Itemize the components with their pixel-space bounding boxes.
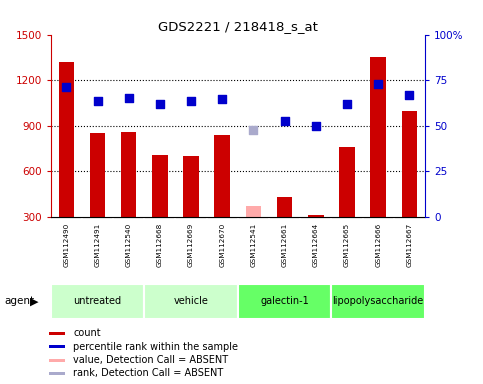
- Point: [250, 126, 257, 132]
- Bar: [121, 132, 137, 217]
- Text: GSM112670: GSM112670: [219, 222, 225, 266]
- Text: agent: agent: [5, 296, 35, 306]
- Point: [281, 118, 288, 124]
- Bar: [246, 206, 261, 217]
- Bar: [339, 147, 355, 217]
- Text: rank, Detection Call = ABSENT: rank, Detection Call = ABSENT: [73, 368, 224, 379]
- Text: GSM112668: GSM112668: [157, 222, 163, 266]
- FancyBboxPatch shape: [144, 284, 238, 319]
- Text: galectin-1: galectin-1: [260, 296, 309, 306]
- Text: GSM112661: GSM112661: [282, 222, 288, 266]
- Point: [312, 123, 320, 129]
- Text: GSM112667: GSM112667: [406, 222, 412, 266]
- Point: [125, 94, 132, 101]
- FancyBboxPatch shape: [51, 284, 144, 319]
- Text: GSM112665: GSM112665: [344, 222, 350, 266]
- Point: [187, 98, 195, 104]
- Bar: [402, 111, 417, 217]
- Bar: [49, 345, 65, 348]
- Title: GDS2221 / 218418_s_at: GDS2221 / 218418_s_at: [158, 20, 318, 33]
- Text: value, Detection Call = ABSENT: value, Detection Call = ABSENT: [73, 355, 228, 365]
- Point: [374, 81, 382, 87]
- Bar: [277, 197, 293, 217]
- Point: [156, 101, 164, 107]
- Bar: [370, 57, 386, 217]
- Point: [94, 98, 101, 104]
- Point: [218, 96, 226, 102]
- Text: untreated: untreated: [73, 296, 122, 306]
- Point: [62, 84, 70, 90]
- Text: GSM112669: GSM112669: [188, 222, 194, 266]
- Bar: [183, 156, 199, 217]
- Text: vehicle: vehicle: [174, 296, 209, 306]
- Text: GSM112666: GSM112666: [375, 222, 381, 266]
- Text: percentile rank within the sample: percentile rank within the sample: [73, 341, 238, 352]
- FancyBboxPatch shape: [238, 284, 331, 319]
- Point: [406, 92, 413, 98]
- FancyBboxPatch shape: [331, 284, 425, 319]
- Bar: [49, 372, 65, 375]
- Text: ▶: ▶: [30, 296, 39, 306]
- Bar: [308, 215, 324, 217]
- Text: GSM112490: GSM112490: [63, 222, 70, 266]
- Text: lipopolysaccharide: lipopolysaccharide: [333, 296, 424, 306]
- Bar: [49, 359, 65, 362]
- Bar: [49, 332, 65, 335]
- Text: GSM112540: GSM112540: [126, 222, 132, 266]
- Text: GSM112541: GSM112541: [251, 222, 256, 266]
- Text: count: count: [73, 328, 101, 338]
- Bar: [90, 132, 105, 217]
- Text: GSM112491: GSM112491: [95, 222, 100, 266]
- Bar: [58, 62, 74, 217]
- Text: GSM112664: GSM112664: [313, 222, 319, 266]
- Bar: [152, 155, 168, 217]
- Bar: [214, 135, 230, 217]
- Point: [343, 101, 351, 107]
